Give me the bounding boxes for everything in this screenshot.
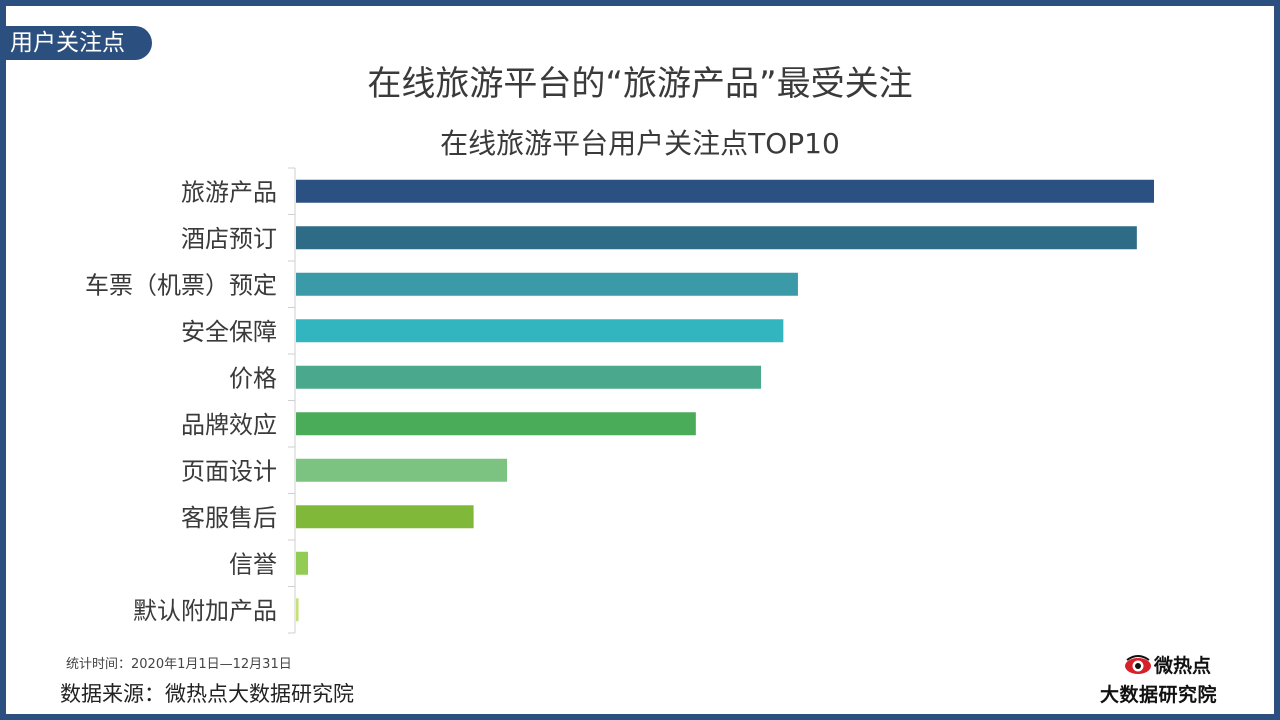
category-label: 信誉 bbox=[229, 550, 277, 578]
bar bbox=[296, 272, 798, 296]
chart-title: 在线旅游平台的“旅游产品”最受关注 bbox=[367, 64, 913, 104]
stat-period-note: 统计时间：2020年1月1日—12月31日 bbox=[66, 657, 292, 672]
category-label: 客服售后 bbox=[181, 504, 277, 532]
bar bbox=[296, 179, 1154, 203]
category-label: 品牌效应 bbox=[181, 411, 277, 439]
bar bbox=[296, 226, 1137, 250]
category-label: 旅游产品 bbox=[181, 178, 277, 206]
section-tag: 用户关注点 bbox=[6, 26, 152, 60]
data-source: 数据来源：微热点大数据研究院 bbox=[60, 682, 354, 706]
bar bbox=[296, 412, 696, 436]
bar bbox=[296, 551, 309, 575]
category-label: 页面设计 bbox=[181, 457, 277, 485]
chart-subtitle: 在线旅游平台用户关注点TOP10 bbox=[440, 127, 840, 160]
bar bbox=[296, 505, 474, 529]
category-label: 默认附加产品 bbox=[133, 597, 277, 625]
bar bbox=[296, 319, 784, 343]
brand-logo: 微热点 大数据研究院 bbox=[1100, 651, 1250, 707]
logo-subtitle: 大数据研究院 bbox=[1100, 684, 1218, 706]
slide-frame: 用户关注点 在线旅游平台的“旅游产品”最受关注 在线旅游平台用户关注点TOP10… bbox=[6, 6, 1274, 714]
eye-logo-icon bbox=[1125, 654, 1151, 674]
bar bbox=[296, 598, 299, 622]
bar-chart: 旅游产品酒店预订车票（机票）预定安全保障价格品牌效应页面设计客服售后信誉默认附加… bbox=[85, 167, 1154, 634]
bar bbox=[296, 458, 508, 482]
category-label: 价格 bbox=[229, 364, 277, 392]
category-label: 酒店预订 bbox=[181, 225, 277, 253]
category-label: 安全保障 bbox=[181, 318, 277, 346]
category-label: 车票（机票）预定 bbox=[85, 271, 277, 299]
bar bbox=[296, 365, 762, 389]
logo-name: 微热点 bbox=[1154, 655, 1212, 677]
